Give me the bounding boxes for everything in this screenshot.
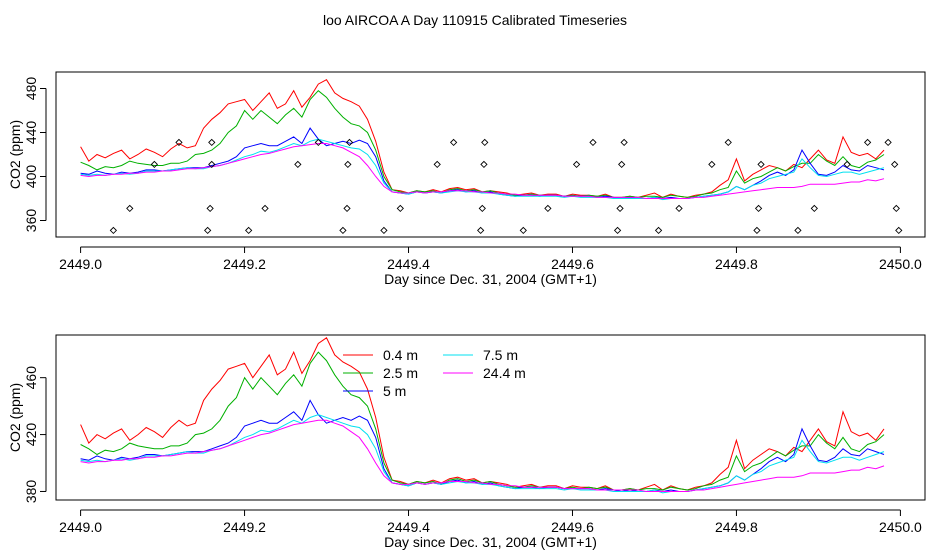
scatter-point: [380, 226, 388, 235]
x-tick-label: 2450.0: [879, 256, 922, 272]
series-line-24-4-m: [80, 143, 885, 199]
scatter-point: [294, 160, 302, 169]
y-tick-label: 440: [23, 121, 39, 145]
series-line-24-4-m: [80, 419, 885, 492]
scatter-point: [208, 160, 216, 169]
scatter-point: [449, 138, 458, 147]
y-tick-label: 420: [23, 423, 39, 447]
x-tick-label: 2449.8: [715, 519, 758, 535]
scatter-point: [754, 204, 763, 213]
scatter-point: [208, 138, 216, 147]
x-tick-label: 2449.4: [387, 256, 430, 272]
scatter-point: [343, 204, 351, 213]
x-tick-label: 2449.6: [551, 256, 594, 272]
scatter-point: [126, 204, 134, 213]
scatter-point: [613, 226, 622, 235]
y-axis-label: CO2 (ppm): [7, 120, 23, 189]
scatter-point: [863, 138, 872, 147]
x-tick-label: 2449.2: [223, 519, 266, 535]
scatter-point: [892, 204, 900, 213]
scatter-point: [344, 160, 352, 169]
scatter-point: [757, 160, 765, 169]
scatter-point: [519, 226, 527, 235]
scatter-point: [589, 138, 597, 147]
scatter-point: [433, 160, 441, 169]
plot-frame: [55, 334, 926, 501]
series-line-5-m: [80, 399, 885, 493]
y-axis-label: CO2 (ppm): [7, 383, 23, 452]
scatter-point: [708, 160, 716, 169]
x-tick-label: 2449.2: [223, 256, 266, 272]
y-tick-label: 360: [23, 209, 39, 233]
scatter-point: [616, 204, 624, 213]
lower-panel: 2449.0 2449.2 2449.4 2449.6 2449.8 2450.0 Day …: [7, 334, 926, 550]
scatter-point: [891, 160, 899, 169]
scatter-point: [675, 204, 683, 213]
scatter-point: [150, 160, 159, 169]
y-tick-label: 400: [23, 165, 39, 189]
figure-title: loo AIRCOA A Day 110915 Calibrated Times…: [323, 12, 627, 28]
legend: 0.4 m 2.5 m 5 m 7.5 m 24.4 m: [343, 347, 526, 399]
scatter-point: [572, 160, 581, 169]
scatter-point: [724, 138, 732, 147]
x-tick-label: 2449.8: [715, 256, 758, 272]
x-tick-label: 2449.0: [59, 519, 102, 535]
scatter-point: [339, 226, 347, 235]
legend-label: 7.5 m: [483, 347, 518, 363]
scatter-point: [206, 204, 214, 213]
x-tick-label: 2449.4: [387, 519, 430, 535]
upper-panel: 2449.0 2449.2 2449.4 2449.6 2449.8 2450.0 Day …: [7, 71, 926, 287]
legend-label: 5 m: [383, 383, 406, 399]
scatter-point: [753, 226, 761, 235]
x-tick-label: 2450.0: [879, 519, 922, 535]
scatter-point: [810, 204, 818, 213]
scatter-point: [544, 204, 552, 213]
scatter-point: [478, 204, 486, 213]
series-line-7-5-m: [80, 414, 885, 494]
scatter-point: [794, 226, 802, 235]
scatter-point: [618, 160, 626, 169]
scatter-point: [109, 226, 118, 235]
scatter-point: [620, 138, 628, 147]
scatter-point: [895, 226, 903, 235]
scatter-point: [396, 204, 404, 213]
scatter-point: [654, 226, 663, 235]
plot-frame: [55, 71, 926, 238]
legend-label: 24.4 m: [483, 365, 526, 381]
x-axis-label: Day since Dec. 31, 2004 (GMT+1): [384, 271, 597, 287]
scatter-point: [314, 138, 322, 147]
y-tick-label: 460: [23, 366, 39, 390]
scatter-point: [843, 160, 851, 169]
legend-label: 2.5 m: [383, 365, 418, 381]
series-line-7-5-m: [80, 138, 885, 201]
scatter-point: [245, 226, 253, 235]
scatter-point: [175, 138, 183, 147]
scatter-point: [261, 204, 269, 213]
y-tick-label: 380: [23, 480, 39, 504]
x-tick-label: 2449.0: [59, 256, 102, 272]
y-tick-label: 480: [23, 77, 39, 101]
scatter-point: [480, 160, 488, 169]
x-tick-label: 2449.6: [551, 519, 594, 535]
scatter-point: [477, 226, 485, 235]
scatter-point: [481, 138, 489, 147]
scatter-point: [345, 138, 354, 147]
scatter-point: [884, 138, 892, 147]
scatter-point: [204, 226, 212, 235]
x-axis-label: Day since Dec. 31, 2004 (GMT+1): [384, 534, 597, 550]
legend-label: 0.4 m: [383, 347, 418, 363]
